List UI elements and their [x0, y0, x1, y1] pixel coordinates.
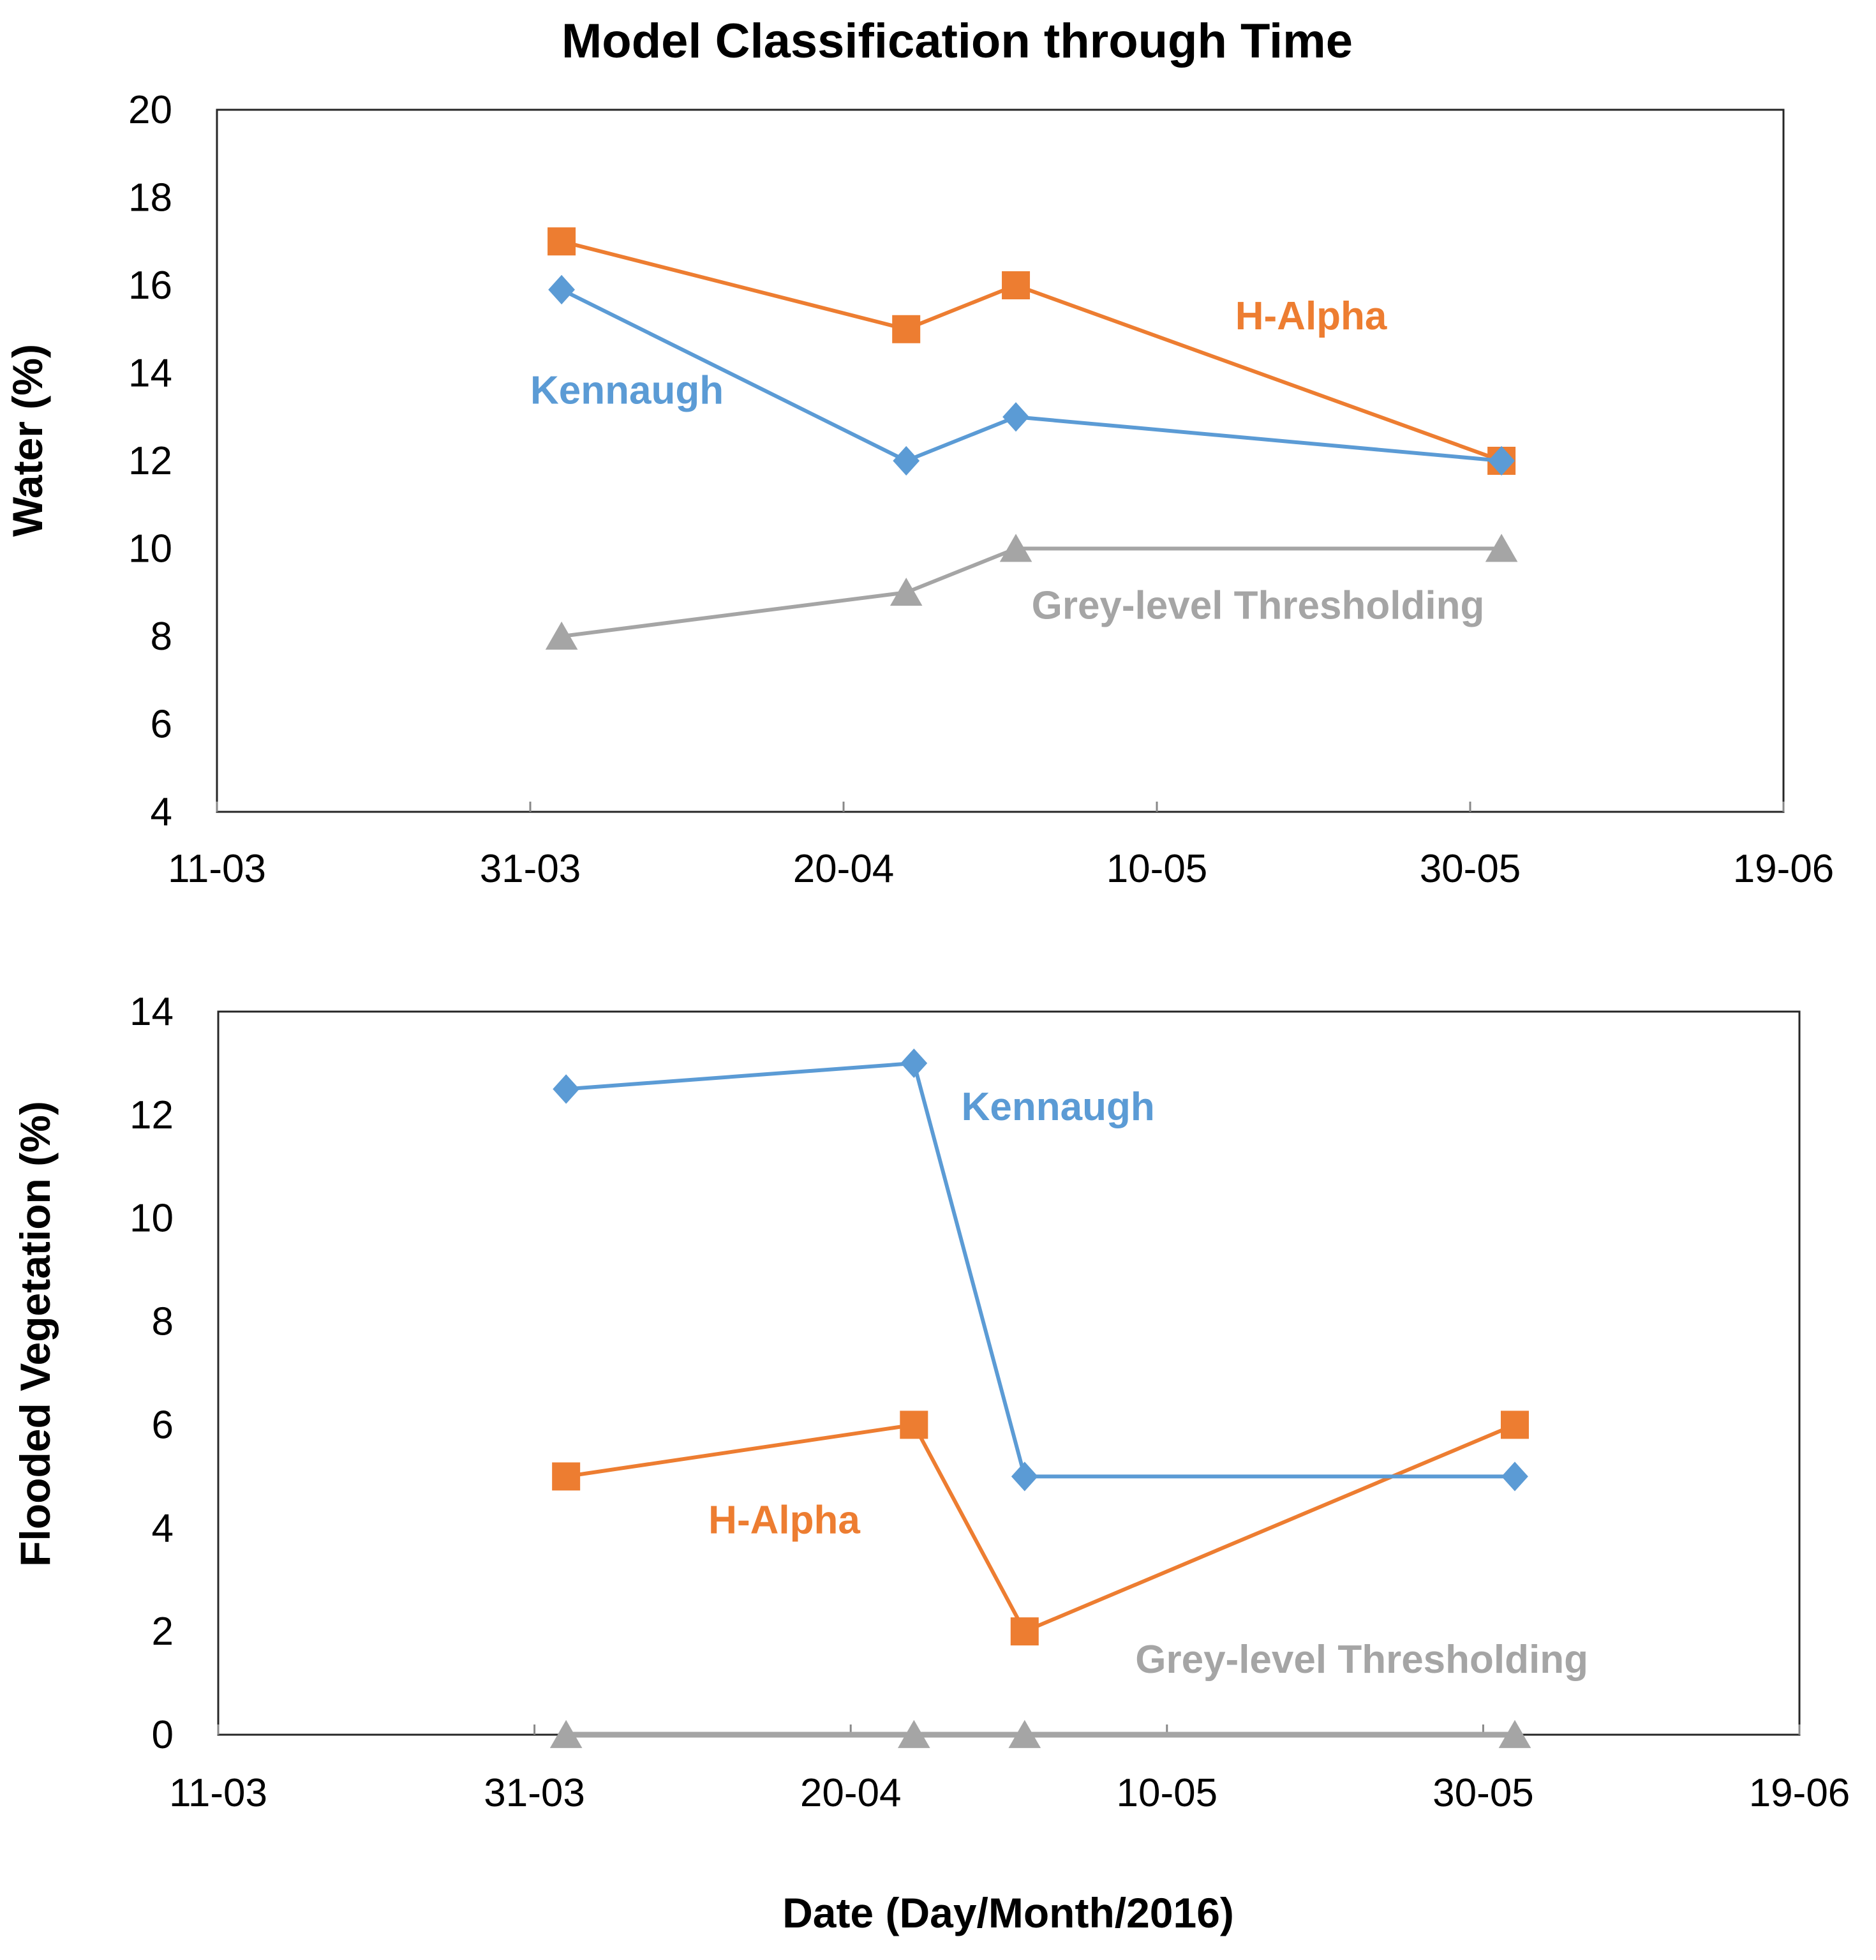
flooded-vegetation-h-alpha-point: [1500, 1410, 1529, 1439]
water-y-tick-label: 8: [151, 615, 172, 659]
flooded-vegetation-y-tick-label: 2: [152, 1610, 174, 1654]
flooded-vegetation-x-tick-label: 11-03: [169, 1771, 267, 1815]
water-h-alpha-line: [561, 239, 1503, 463]
water-x-tick-label: 10-05: [1106, 847, 1208, 891]
flooded-vegetation-grey-level-thresholding-point: [1008, 1719, 1041, 1748]
water-h-alpha-point: [892, 315, 921, 343]
water-grey-level-thresholding-point: [999, 534, 1032, 562]
flooded-vegetation-grey-level-thresholding-point: [549, 1719, 583, 1748]
water-y-tick-label: 6: [151, 703, 172, 747]
water-x-tick-label: 30-05: [1420, 847, 1521, 891]
flooded-vegetation-y-tick-label: 6: [152, 1403, 174, 1447]
flooded-vegetation-x-tick-label: 31-03: [484, 1771, 585, 1815]
flooded-vegetation-h-alpha-line: [565, 1423, 1516, 1634]
flooded-vegetation-y-tick-label: 10: [130, 1197, 174, 1241]
flooded-vegetation-y-tick-label: 12: [130, 1093, 174, 1137]
water-x-tick-label: 19-06: [1733, 847, 1835, 891]
flooded-vegetation-y-tick-label: 4: [152, 1506, 174, 1550]
x-axis-label: Date (Day/Month/2016): [782, 1889, 1234, 1936]
water-kennaugh-point: [893, 445, 920, 476]
flooded-vegetation-kennaugh-point: [553, 1074, 580, 1104]
flooded-vegetation-y-axis-label: Flooded Vegetation (%): [11, 1101, 59, 1567]
flooded-vegetation-series-label: Grey-level Thresholding: [1135, 1638, 1588, 1682]
water-kennaugh-point: [1002, 402, 1029, 432]
flooded-vegetation-kennaugh-line: [565, 1061, 1515, 1479]
water-panel: 4 6 8 10 12 14 16 18 20 11-03 31-03 20-04 10-05 30-05…: [4, 88, 1834, 891]
water-x-tick-label: 20-04: [793, 847, 895, 891]
water-series-label: Grey-level Thresholding: [1032, 584, 1485, 628]
flooded-vegetation-grey-level-thresholding-point: [1498, 1719, 1531, 1748]
water-x-tick-label: 31-03: [480, 847, 581, 891]
flooded-vegetation-kennaugh-point: [1011, 1462, 1038, 1492]
flooded-vegetation-h-alpha-point: [552, 1462, 581, 1491]
water-kennaugh-point: [548, 274, 575, 304]
flooded-vegetation-h-alpha-point: [1010, 1617, 1039, 1646]
flooded-vegetation-series-label: Kennaugh: [962, 1085, 1155, 1129]
water-x-tick-label: 11-03: [168, 847, 266, 891]
water-grey-level-thresholding-point: [545, 621, 578, 650]
water-y-tick-label: 14: [128, 352, 172, 396]
water-y-tick-label: 4: [151, 790, 172, 834]
water-y-tick-label: 20: [128, 88, 172, 132]
water-kennaugh-line: [560, 288, 1502, 463]
flooded-vegetation-x-tick-label: 20-04: [800, 1771, 902, 1815]
water-grey-level-thresholding-line: [561, 546, 1502, 638]
water-y-tick-label: 10: [128, 527, 172, 571]
flooded-vegetation-x-tick-label: 30-05: [1433, 1771, 1534, 1815]
water-h-alpha-point: [547, 227, 576, 256]
water-plot-frame: [216, 108, 1785, 813]
flooded-vegetation-kennaugh-point: [1501, 1462, 1528, 1492]
flooded-vegetation-x-tick-label: 19-06: [1749, 1771, 1850, 1815]
flooded-vegetation-series-label: H-Alpha: [708, 1498, 860, 1542]
flooded-vegetation-y-tick-label: 8: [152, 1300, 174, 1344]
water-y-tick-label: 12: [128, 439, 172, 483]
water-y-tick-label: 18: [128, 176, 172, 220]
water-grey-level-thresholding-point: [890, 578, 923, 606]
flooded-vegetation-x-tick-label: 10-05: [1117, 1771, 1218, 1815]
chart-title: Model Classification through Time: [562, 14, 1353, 68]
water-y-tick-label: 16: [128, 264, 172, 308]
water-series-label: Kennaugh: [530, 369, 724, 413]
flooded-vegetation-grey-level-thresholding-point: [898, 1719, 930, 1748]
flooded-vegetation-y-tick-label: 0: [152, 1713, 174, 1757]
water-grey-level-thresholding-point: [1485, 534, 1518, 562]
flooded-vegetation-h-alpha-point: [900, 1410, 928, 1439]
water-series-label: H-Alpha: [1235, 294, 1387, 338]
water-y-axis-label: Water (%): [4, 344, 51, 537]
water-h-alpha-point: [1002, 271, 1031, 299]
water-kennaugh-point: [1488, 445, 1515, 476]
flooded-vegetation-panel: 0 2 4 6 8 10 12 14 11-03 31-03 20-04 10-05 30-05 19-0…: [11, 990, 1850, 1815]
flooded-vegetation-kennaugh-point: [900, 1048, 928, 1079]
flooded-vegetation-y-tick-label: 14: [130, 990, 174, 1034]
